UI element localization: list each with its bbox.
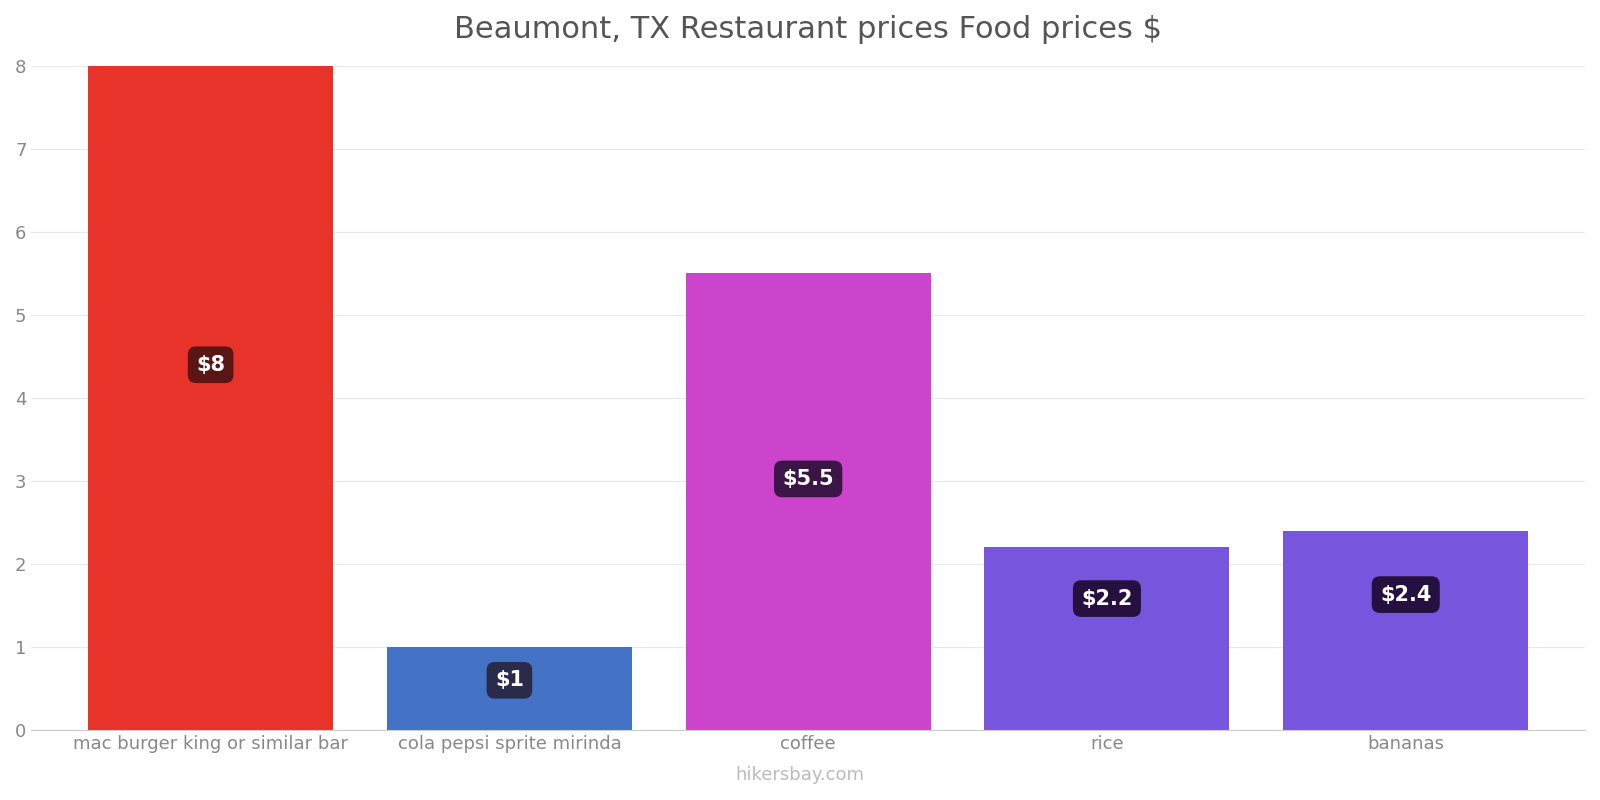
Bar — [387, 647, 632, 730]
Text: hikersbay.com: hikersbay.com — [736, 766, 864, 784]
Title: Beaumont, TX Restaurant prices Food prices $: Beaumont, TX Restaurant prices Food pric… — [454, 15, 1162, 44]
Text: $2.2: $2.2 — [1082, 589, 1133, 609]
Bar — [1283, 531, 1528, 730]
Text: $1: $1 — [494, 670, 523, 690]
Bar — [984, 547, 1229, 730]
Text: $2.4: $2.4 — [1381, 585, 1432, 605]
Text: $8: $8 — [197, 354, 226, 374]
Text: $5.5: $5.5 — [782, 469, 834, 489]
Bar — [88, 66, 333, 730]
Bar — [686, 274, 931, 730]
